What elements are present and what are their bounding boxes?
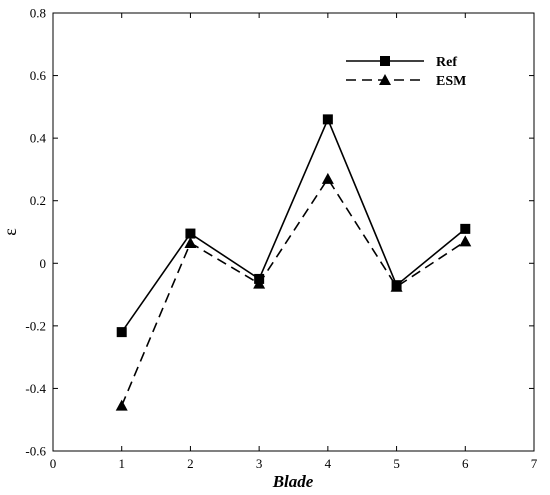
legend-label-esm: ESM: [436, 74, 466, 89]
y-tick-label: -0.4: [25, 381, 46, 396]
data-point-ref: [460, 223, 471, 234]
y-axis-title: ε: [0, 228, 20, 236]
y-tick-label: 0.4: [30, 131, 47, 146]
y-tick-label: 0.2: [30, 193, 46, 208]
data-point-esm: [390, 280, 403, 292]
series-layer: [115, 114, 472, 411]
y-axis-ticks: -0.6 -0.4 -0.2 0 0.2 0.4 0.6 0.8: [25, 6, 534, 459]
x-tick-label: 7: [531, 456, 538, 471]
plot-frame: [52, 12, 535, 452]
data-point-esm: [115, 399, 128, 411]
legend-marker-esm: [379, 74, 391, 85]
data-point-ref: [322, 114, 333, 125]
data-point-esm: [459, 235, 472, 247]
legend: Ref ESM: [346, 55, 466, 89]
x-tick-label: 5: [393, 456, 400, 471]
data-point-esm: [321, 172, 334, 184]
y-tick-label: -0.2: [25, 318, 46, 333]
x-tick-label: 0: [50, 456, 57, 471]
series-line-ref: [121, 117, 466, 333]
data-point-esm: [184, 236, 197, 248]
x-tick-label: 2: [187, 456, 194, 471]
legend-marker-ref: [380, 56, 390, 66]
y-tick-label: 0.8: [30, 6, 46, 21]
data-point-esm: [253, 277, 266, 289]
y-tick-label: 0.6: [30, 68, 47, 83]
x-tick-label: 4: [325, 456, 332, 471]
y-tick-label: 0: [40, 256, 47, 271]
legend-label-ref: Ref: [436, 55, 457, 70]
y-tick-label: -0.6: [25, 444, 46, 459]
data-point-ref: [185, 228, 196, 239]
x-tick-label: 6: [462, 456, 469, 471]
x-axis-ticks: 0 1 2 3 4 5 6 7: [50, 13, 538, 471]
x-tick-label: 1: [118, 456, 125, 471]
data-point-ref: [116, 327, 127, 338]
series-line-esm: [120, 177, 466, 406]
x-tick-label: 3: [256, 456, 263, 471]
x-axis-title: Blade: [272, 472, 314, 491]
